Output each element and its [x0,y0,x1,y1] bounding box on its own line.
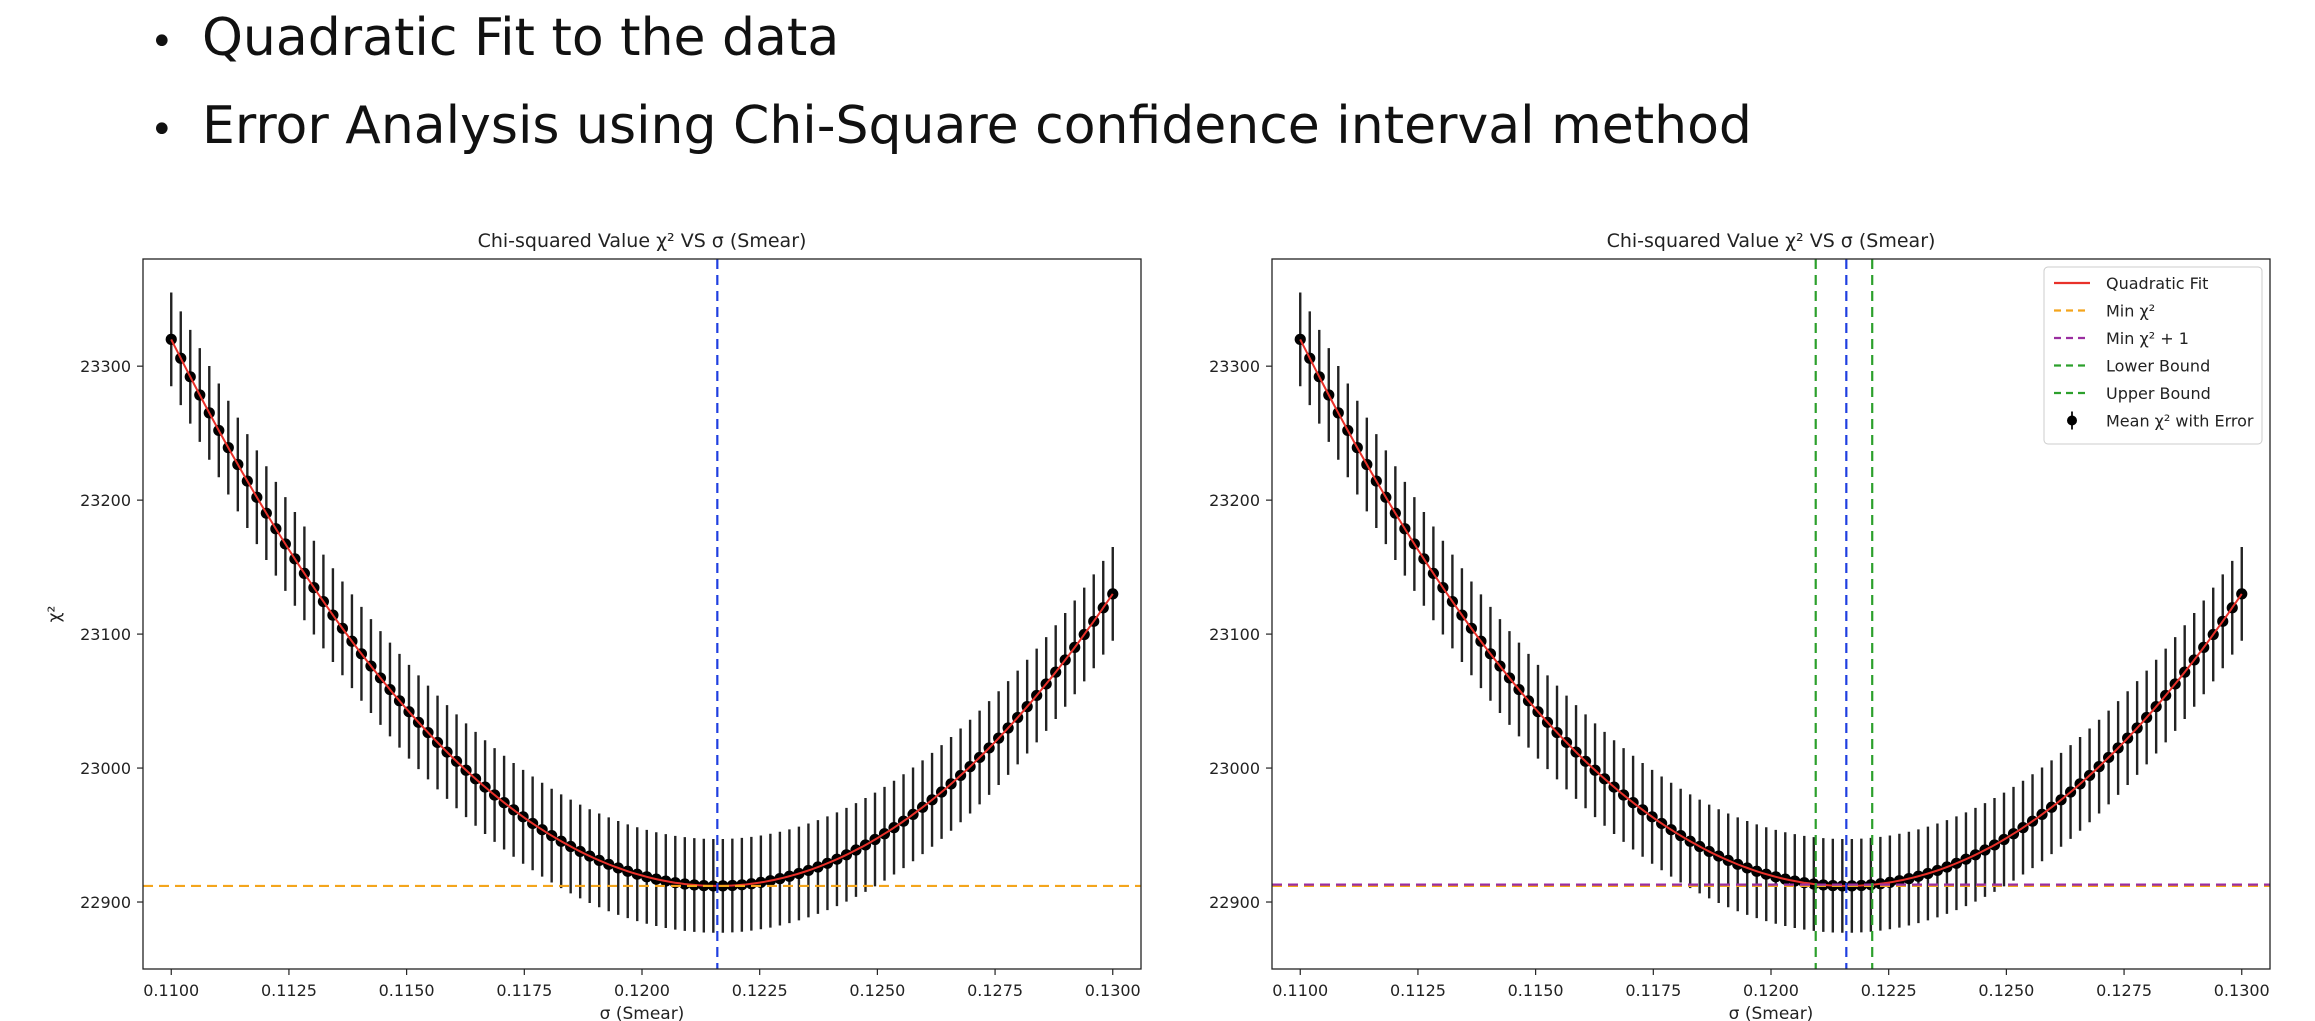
chart-title: Chi-squared Value χ² VS σ (Smear) [478,230,807,252]
x-tick-label: 0.1275 [967,981,1023,1000]
y-tick-label: 23300 [80,357,131,376]
chart-panel-2: Chi-squared Value χ² VS σ (Smear) σ (Smea… [1209,230,2271,1021]
quadratic-fit-line [1299,338,2243,887]
x-tick-label: 0.1175 [496,981,552,1000]
legend-label: Mean χ² with Error [2106,412,2254,431]
x-tick-label: 0.1125 [1390,981,1446,1000]
x-tick-label: 0.1200 [1743,981,1799,1000]
x-tick-label: 0.1150 [379,981,435,1000]
legend-swatch-point [2067,415,2077,426]
y-tick-label: 23000 [80,759,131,778]
bullet-item-error-analysis: • Error Analysis using Chi-Square confid… [150,96,1752,184]
x-tick-label: 0.1225 [1861,981,1917,1000]
y-tick-label: 23100 [80,625,131,644]
x-tick-label: 0.1300 [2214,981,2270,1000]
legend-label: Quadratic Fit [2106,274,2208,293]
quadratic-fit-line [170,338,1114,887]
legend-label: Upper Bound [2106,384,2211,403]
y-tick-label: 23300 [1209,357,1260,376]
bullet-item-quadratic-fit: • Quadratic Fit to the data [150,8,1752,96]
x-tick-label: 0.1175 [1625,981,1681,1000]
x-tick-label: 0.1275 [2096,981,2152,1000]
x-tick-label: 0.1100 [143,981,199,1000]
x-tick-label: 0.1100 [1272,981,1328,1000]
y-tick-label: 23200 [1209,491,1260,510]
x-tick-label: 0.1225 [732,981,788,1000]
bullet-list: • Quadratic Fit to the data • Error Anal… [150,8,1752,184]
x-axis-label: σ (Smear) [1729,1004,1814,1021]
x-tick-label: 0.1150 [1508,981,1564,1000]
bullet-text-error-analysis: Error Analysis using Chi-Square confiden… [202,96,1752,156]
y-tick-label: 23000 [1209,759,1260,778]
plot-area [1272,259,2270,969]
y-tick-label: 22900 [1209,893,1260,912]
x-axis-label: σ (Smear) [600,1004,685,1021]
y-tick-label: 23100 [1209,625,1260,644]
plot-area [143,259,1141,969]
chart-title: Chi-squared Value χ² VS σ (Smear) [1607,230,1936,252]
bullet-marker: • [150,19,174,65]
y-tick-label: 23200 [80,491,131,510]
legend: Quadratic Fit Min χ² Min χ² + 1 Lower Bound… [2043,266,2263,445]
x-tick-label: 0.1250 [1978,981,2034,1000]
plot-frame [142,258,1142,970]
legend-label: Lower Bound [2106,357,2210,376]
x-tick-label: 0.1125 [261,981,317,1000]
legend-label: Min χ² [2106,302,2155,321]
bullet-marker: • [150,107,174,153]
x-tick-label: 0.1250 [849,981,905,1000]
chart-panel-1: Chi-squared Value χ² VS σ (Smear) σ (Smea… [45,230,1142,1021]
y-axis-label: χ² [45,606,65,623]
legend-box [2043,266,2263,445]
y-tick-label: 22900 [80,893,131,912]
plot-frame [1271,258,2271,970]
legend-label: Min χ² + 1 [2106,329,2189,348]
x-tick-label: 0.1200 [614,981,670,1000]
x-tick-label: 0.1300 [1085,981,1141,1000]
bullet-text-quadratic-fit: Quadratic Fit to the data [202,8,840,68]
